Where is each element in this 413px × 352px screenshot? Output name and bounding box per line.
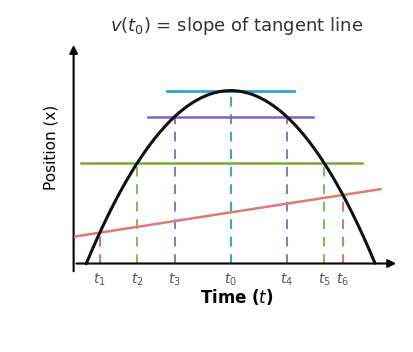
Text: $t_2$: $t_2$	[131, 272, 143, 288]
Text: $t_4$: $t_4$	[280, 272, 292, 288]
Text: $t_0$: $t_0$	[224, 272, 237, 288]
Text: $t_3$: $t_3$	[168, 272, 180, 288]
Text: $t_5$: $t_5$	[317, 272, 330, 288]
Title: $v(t_0)$ = slope of tangent line: $v(t_0)$ = slope of tangent line	[109, 15, 362, 37]
Text: $t_6$: $t_6$	[336, 272, 349, 288]
Text: $t_1$: $t_1$	[93, 272, 106, 288]
Text: $\mathbf{Time}\ \mathbf{(}t\mathbf{)}$: $\mathbf{Time}\ \mathbf{(}t\mathbf{)}$	[199, 287, 272, 307]
Text: Position (x): Position (x)	[43, 105, 59, 190]
